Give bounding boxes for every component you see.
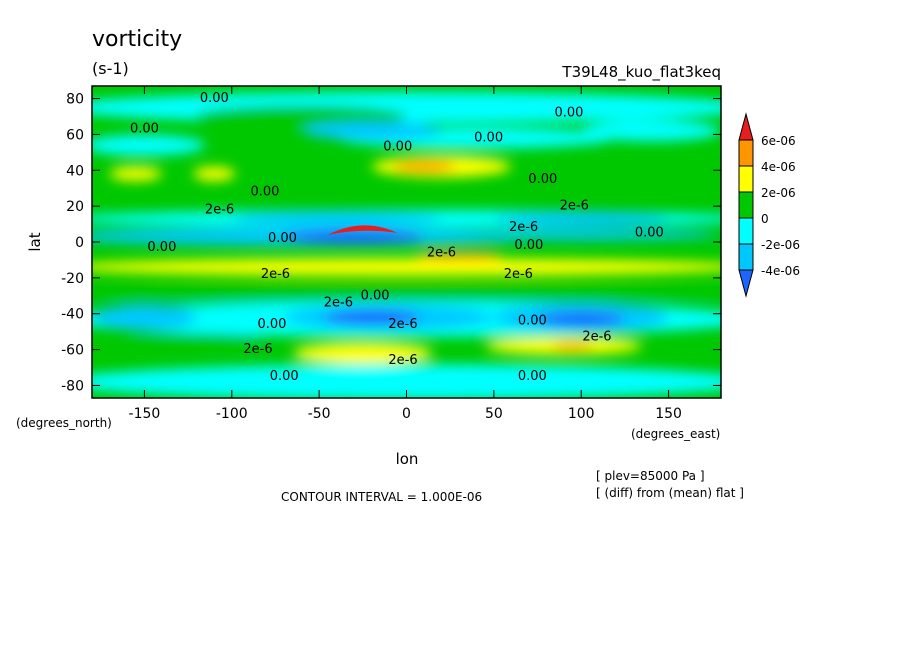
field-region [292, 342, 433, 364]
contour-label: 0.00 [514, 238, 543, 253]
field-region [322, 310, 421, 325]
colorbar-segment [738, 139, 754, 167]
field-region [92, 91, 721, 124]
colorbar-segment [738, 269, 754, 298]
colorbar-label: -4e-06 [761, 264, 800, 278]
field-region [126, 333, 267, 348]
contour-label: 2e-6 [560, 199, 589, 214]
colorbar-segment [738, 243, 754, 271]
field-region [92, 258, 721, 277]
contour-label: 0.00 [257, 317, 286, 332]
x-axis-units: (degrees_east) [631, 427, 720, 441]
contour-interval: CONTOUR INTERVAL = 1.000E-06 [281, 490, 482, 504]
colorbar-segment [738, 191, 754, 219]
x-tick-label: 150 [655, 406, 682, 422]
field-region [537, 311, 625, 327]
x-axis-title: lon [396, 450, 419, 468]
contour-label: 2e-6 [388, 317, 417, 332]
y-tick-label: 60 [66, 127, 84, 143]
y-axis: -80 -60 -40 -20 0 20 40 60 80 [61, 92, 721, 394]
contour-label: 0.00 [130, 122, 159, 137]
field-region [92, 134, 206, 156]
x-tick-label: -100 [216, 406, 248, 422]
field-region [327, 225, 398, 235]
contour-label: 2e-6 [582, 330, 611, 345]
field-region [415, 252, 503, 260]
x-tick-label: 100 [568, 406, 595, 422]
contour-label: 0.00 [528, 172, 557, 187]
field-region [92, 285, 721, 303]
colorbar-label: 4e-06 [761, 160, 796, 174]
contour-label: 2e-6 [504, 267, 533, 282]
field-region [441, 229, 721, 241]
contour-label: 2e-6 [388, 353, 417, 368]
field-region [301, 121, 442, 140]
colorbar-segment [738, 165, 754, 193]
colorbar: 6e-06 4e-06 2e-06 0 -2e-06 -4e-06 [738, 112, 800, 298]
field-region [92, 304, 197, 330]
y-axis-title: lat [26, 232, 44, 251]
note-diff: [ (diff) from (mean) flat ] [596, 486, 744, 500]
contour-label: 0.00 [268, 231, 297, 246]
y-tick-label: -80 [61, 378, 84, 394]
colorbar-label: -2e-06 [761, 238, 800, 252]
contour-label: 0.00 [200, 91, 229, 106]
field-region [551, 342, 594, 350]
colorbar-segment [738, 217, 754, 245]
contour-label: 0.00 [518, 369, 547, 384]
contour-label: 0.00 [147, 240, 176, 255]
field-region [193, 166, 236, 182]
chart-units: (s-1) [92, 59, 129, 78]
contour-label: 0.00 [518, 313, 547, 328]
y-tick-label: -40 [61, 307, 84, 323]
contour-label: 0.00 [635, 226, 664, 241]
contour-label: 0.00 [270, 369, 299, 384]
y-tick-label: 40 [66, 163, 84, 179]
y-tick-label: 80 [66, 92, 84, 108]
field-region [92, 363, 721, 398]
contour-label: 2e-6 [243, 342, 272, 357]
y-tick-label: -60 [61, 343, 84, 359]
x-tick-label: 0 [402, 406, 411, 422]
field-region [581, 120, 721, 142]
x-tick-label: -150 [129, 406, 161, 422]
contour-label: 2e-6 [205, 202, 234, 217]
colorbar-label: 2e-06 [761, 186, 796, 200]
contour-label: 2e-6 [261, 267, 290, 282]
contour-label: 0.00 [383, 140, 412, 155]
colorbar-label: 6e-06 [761, 134, 796, 148]
y-tick-label: 20 [66, 199, 84, 215]
contour-label: 0.00 [250, 184, 279, 199]
contour-label: 2e-6 [324, 296, 353, 311]
field-region [392, 161, 456, 173]
contour-label: 2e-6 [509, 220, 538, 235]
field-region [196, 105, 407, 128]
contour-label: 0.00 [361, 288, 390, 303]
x-tick-label: 50 [485, 406, 503, 422]
field-region [493, 211, 669, 226]
colorbar-label: 0 [761, 212, 769, 226]
contour-label: 0.00 [474, 131, 503, 146]
chart-title: vorticity [92, 27, 182, 52]
y-tick-label: 0 [75, 235, 84, 251]
contour-label: 0.00 [555, 105, 584, 120]
colorbar-segment [738, 112, 754, 141]
contour-label: 2e-6 [427, 245, 456, 260]
field-region [109, 166, 162, 182]
field-region [284, 229, 424, 244]
y-tick-label: -20 [61, 271, 84, 287]
field-region [231, 211, 442, 226]
note-plev: [ plev=85000 Pa ] [596, 469, 705, 483]
experiment-label: T39L48_kuo_flat3keq [561, 63, 721, 82]
x-axis: -150 -100 -50 0 50 100 150 [129, 86, 682, 422]
y-axis-units: (degrees_north) [16, 416, 112, 430]
x-tick-label: -50 [308, 406, 331, 422]
